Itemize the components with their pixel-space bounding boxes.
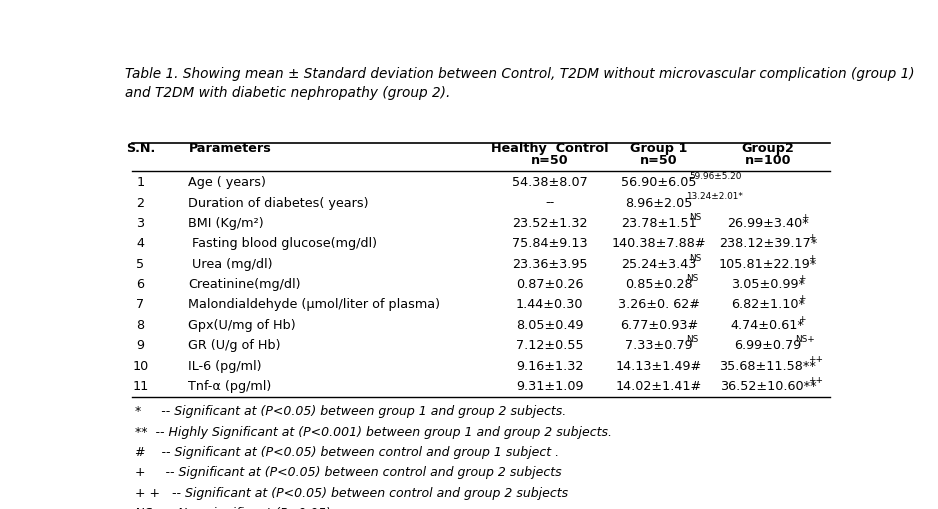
Text: 35.68±11.58**: 35.68±11.58** [719, 359, 816, 373]
Text: **  -- Highly Significant at (P<0.001) between group 1 and group 2 subjects.: ** -- Highly Significant at (P<0.001) be… [135, 426, 613, 439]
Text: 6: 6 [137, 278, 144, 291]
Text: Parameters: Parameters [189, 142, 271, 155]
Text: 3.05±0.99*: 3.05±0.99* [731, 278, 805, 291]
Text: 0.85±0.28: 0.85±0.28 [625, 278, 692, 291]
Text: 7: 7 [136, 298, 144, 312]
Text: 5: 5 [136, 258, 144, 271]
Text: 13.24±2.01*: 13.24±2.01* [687, 192, 743, 202]
Text: 105.81±22.19*: 105.81±22.19* [719, 258, 817, 271]
Text: Table 1. Showing mean ± Standard deviation between Control, T2DM without microva: Table 1. Showing mean ± Standard deviati… [125, 67, 915, 100]
Text: IL-6 (pg/ml): IL-6 (pg/ml) [189, 359, 262, 373]
Text: NS: NS [689, 253, 702, 263]
Text: n=50: n=50 [640, 154, 677, 167]
Text: +: + [808, 253, 815, 263]
Text: +: + [798, 294, 806, 303]
Text: 36.52±10.60**: 36.52±10.60** [719, 380, 816, 393]
Text: Group 1: Group 1 [630, 142, 688, 155]
Text: ++: ++ [808, 376, 823, 385]
Text: 238.12±39.17*: 238.12±39.17* [719, 237, 817, 250]
Text: 3.26±0. 62#: 3.26±0. 62# [618, 298, 700, 312]
Text: --: -- [545, 196, 554, 210]
Text: Group2: Group2 [741, 142, 794, 155]
Text: 56.90±6.05: 56.90±6.05 [621, 176, 697, 189]
Text: 7.12±0.55: 7.12±0.55 [516, 339, 583, 352]
Text: ++: ++ [808, 355, 823, 364]
Text: NS ---  Non significant (P>0.05): NS --- Non significant (P>0.05) [135, 507, 331, 509]
Text: 140.38±7.88#: 140.38±7.88# [612, 237, 706, 250]
Text: 11: 11 [132, 380, 148, 393]
Text: n=50: n=50 [531, 154, 568, 167]
Text: BMI (Kg/m²): BMI (Kg/m²) [189, 217, 265, 230]
Text: + +   -- Significant at (P<0.05) between control and group 2 subjects: + + -- Significant at (P<0.05) between c… [135, 487, 568, 500]
Text: Creatinine(mg/dl): Creatinine(mg/dl) [189, 278, 301, 291]
Text: 0.87±0.26: 0.87±0.26 [516, 278, 583, 291]
Text: 8: 8 [136, 319, 144, 332]
Text: Age ( years): Age ( years) [189, 176, 266, 189]
Text: 23.52±1.32: 23.52±1.32 [512, 217, 587, 230]
Text: #    -- Significant at (P<0.05) between control and group 1 subject .: # -- Significant at (P<0.05) between con… [135, 446, 560, 459]
Text: S.N.: S.N. [126, 142, 155, 155]
Text: 9.31±1.09: 9.31±1.09 [516, 380, 583, 393]
Text: 1.44±0.30: 1.44±0.30 [516, 298, 583, 312]
Text: n=100: n=100 [745, 154, 791, 167]
Text: 8.96±2.05: 8.96±2.05 [625, 196, 692, 210]
Text: 6.99±0.79: 6.99±0.79 [734, 339, 801, 352]
Text: 6.77±0.93#: 6.77±0.93# [620, 319, 698, 332]
Text: Urea (mg/dl): Urea (mg/dl) [189, 258, 273, 271]
Text: 25.24±3.43: 25.24±3.43 [621, 258, 697, 271]
Text: 6.82±1.10*: 6.82±1.10* [731, 298, 805, 312]
Text: Fasting blood glucose(mg/dl): Fasting blood glucose(mg/dl) [189, 237, 377, 250]
Text: Duration of diabetes( years): Duration of diabetes( years) [189, 196, 369, 210]
Text: 2: 2 [137, 196, 144, 210]
Text: 4: 4 [137, 237, 144, 250]
Text: Tnf-α (pg/ml): Tnf-α (pg/ml) [189, 380, 272, 393]
Text: +: + [798, 315, 806, 324]
Text: +: + [808, 233, 815, 242]
Text: Malondialdehyde (μmol/liter of plasma): Malondialdehyde (μmol/liter of plasma) [189, 298, 441, 312]
Text: 4.74±0.61*: 4.74±0.61* [731, 319, 805, 332]
Text: NS: NS [689, 213, 702, 222]
Text: 9.16±1.32: 9.16±1.32 [516, 359, 583, 373]
Text: NS: NS [687, 335, 699, 344]
Text: *     -- Significant at (P<0.05) between group 1 and group 2 subjects.: * -- Significant at (P<0.05) between gro… [135, 405, 567, 418]
Text: 14.13±1.49#: 14.13±1.49# [615, 359, 702, 373]
Text: 23.36±3.95: 23.36±3.95 [512, 258, 587, 271]
Text: 54.38±8.07: 54.38±8.07 [512, 176, 588, 189]
Text: Gpx(U/mg of Hb): Gpx(U/mg of Hb) [189, 319, 296, 332]
Text: 75.84±9.13: 75.84±9.13 [512, 237, 587, 250]
Text: 1: 1 [136, 176, 144, 189]
Text: 9: 9 [137, 339, 144, 352]
Text: 26.99±3.40*: 26.99±3.40* [727, 217, 809, 230]
Text: 14.02±1.41#: 14.02±1.41# [615, 380, 702, 393]
Text: NS: NS [687, 274, 699, 283]
Text: 3: 3 [136, 217, 144, 230]
Text: 23.78±1.51: 23.78±1.51 [621, 217, 697, 230]
Text: 8.05±0.49: 8.05±0.49 [516, 319, 583, 332]
Text: 59.96±5.20: 59.96±5.20 [689, 172, 742, 181]
Text: NS+: NS+ [795, 335, 815, 344]
Text: +: + [801, 213, 809, 222]
Text: +: + [798, 274, 806, 283]
Text: GR (U/g of Hb): GR (U/g of Hb) [189, 339, 281, 352]
Text: 7.33±0.79: 7.33±0.79 [625, 339, 692, 352]
Text: +     -- Significant at (P<0.05) between control and group 2 subjects: + -- Significant at (P<0.05) between con… [135, 466, 562, 479]
Text: 10: 10 [132, 359, 148, 373]
Text: Healthy  Control: Healthy Control [491, 142, 609, 155]
